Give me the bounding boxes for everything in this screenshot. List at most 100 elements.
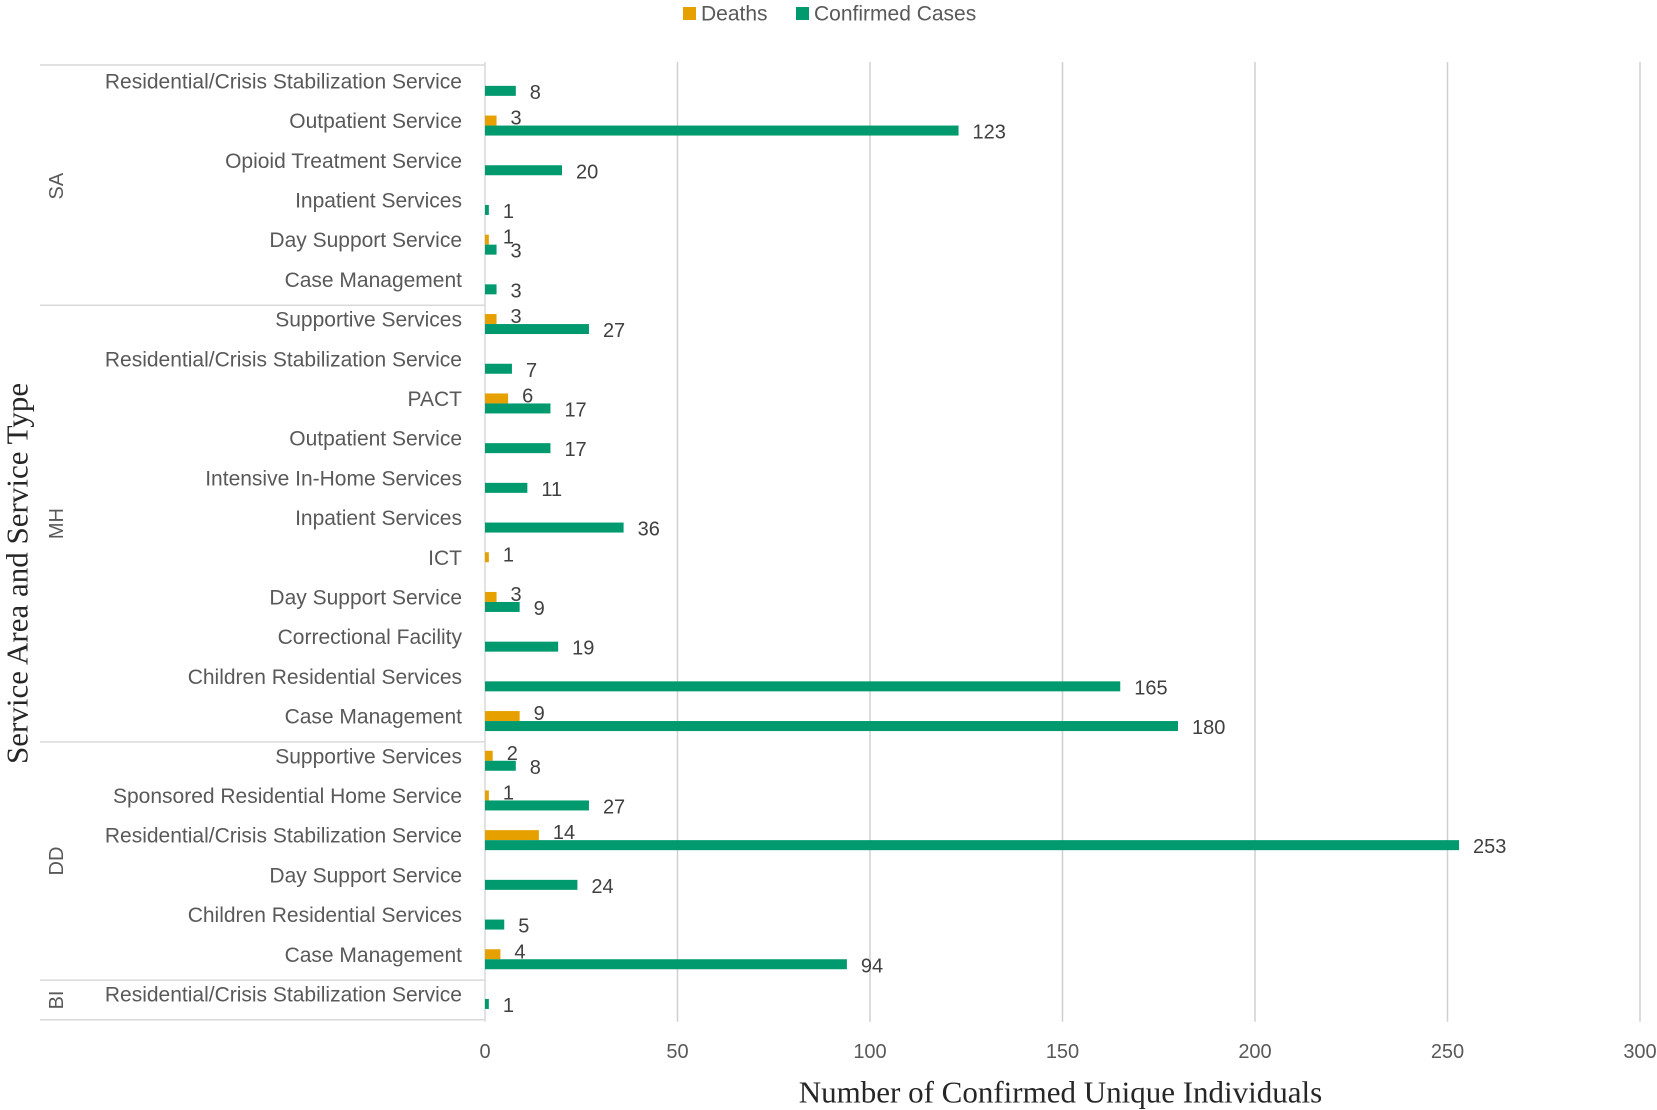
confirmed-cases-data-label: 3: [511, 241, 522, 263]
category-label: Day Support Service: [269, 586, 462, 609]
confirmed-cases-data-label: 8: [530, 82, 541, 104]
deaths-bar: [485, 750, 493, 761]
x-axis-title: Number of Confirmed Unique Individuals: [799, 1075, 1322, 1110]
deaths-bar: [485, 830, 539, 841]
confirmed-cases-bar: [485, 244, 497, 255]
confirmed-cases-bar: [485, 760, 516, 771]
category-label: Inpatient Services: [295, 189, 462, 212]
confirmed-cases-bar: [485, 919, 505, 930]
confirmed-cases-data-label: 94: [861, 955, 883, 977]
group-label: MH: [46, 508, 68, 539]
category-label: Inpatient Services: [295, 507, 462, 530]
confirmed-cases-data-label: 1: [503, 201, 514, 223]
x-tick-label: 200: [1238, 1041, 1271, 1063]
deaths-bar: [485, 949, 501, 960]
category-label: Children Residential Services: [188, 666, 462, 689]
x-tick-label: 300: [1623, 1041, 1656, 1063]
category-label: Outpatient Service: [289, 110, 462, 133]
deaths-data-label: 1: [503, 544, 514, 566]
category-label: Case Management: [285, 269, 463, 292]
legend-swatch: [796, 7, 809, 20]
category-label: Case Management: [285, 706, 463, 729]
confirmed-cases-data-label: 253: [1473, 836, 1506, 858]
confirmed-cases-bar: [485, 85, 516, 96]
confirmed-cases-bar: [485, 324, 589, 335]
legend-swatch: [683, 7, 696, 20]
category-label: Supportive Services: [275, 745, 462, 768]
deaths-bar: [485, 234, 489, 245]
confirmed-cases-data-label: 8: [530, 757, 541, 779]
confirmed-cases-bar: [485, 165, 562, 176]
deaths-bar: [485, 790, 489, 801]
legend-label: Deaths: [701, 3, 768, 26]
group-label: BI: [46, 990, 68, 1009]
category-label: Sponsored Residential Home Service: [113, 785, 462, 808]
confirmed-cases-bar: [485, 721, 1178, 732]
confirmed-cases-data-label: 20: [576, 161, 598, 183]
category-label: Children Residential Services: [188, 904, 462, 927]
confirmed-cases-data-label: 27: [603, 320, 625, 342]
confirmed-cases-bar: [485, 284, 497, 295]
confirmed-cases-bar: [485, 204, 489, 215]
confirmed-cases-bar: [485, 601, 520, 612]
deaths-bar: [485, 115, 497, 126]
category-label: PACT: [408, 388, 463, 411]
deaths-data-label: 9: [534, 703, 545, 725]
deaths-bar: [485, 552, 489, 563]
confirmed-cases-bar: [485, 403, 551, 414]
category-label: Case Management: [285, 944, 463, 967]
deaths-data-label: 3: [511, 108, 522, 130]
confirmed-cases-data-label: 165: [1134, 677, 1167, 699]
x-tick-label: 0: [479, 1041, 490, 1063]
confirmed-cases-bar: [485, 681, 1121, 692]
group-label: DD: [46, 847, 68, 876]
confirmed-cases-bar: [485, 125, 959, 136]
confirmed-cases-bar: [485, 879, 578, 890]
deaths-bar: [485, 711, 520, 722]
confirmed-cases-data-label: 7: [526, 360, 537, 382]
deaths-bar: [485, 314, 497, 325]
confirmed-cases-data-label: 36: [638, 519, 660, 541]
confirmed-cases-bar: [485, 641, 559, 652]
deaths-data-label: 1: [503, 227, 514, 249]
category-label: Outpatient Service: [289, 428, 462, 451]
confirmed-cases-data-label: 3: [511, 280, 522, 302]
x-tick-label: 150: [1046, 1041, 1079, 1063]
x-tick-label: 50: [666, 1041, 688, 1063]
confirmed-cases-data-label: 27: [603, 796, 625, 818]
confirmed-cases-bar: [485, 998, 489, 1009]
confirmed-cases-bar: [485, 482, 528, 493]
category-label: Residential/Crisis Stabilization Service: [105, 348, 462, 371]
confirmed-cases-data-label: 9: [534, 598, 545, 620]
category-label: Residential/Crisis Stabilization Service: [105, 70, 462, 93]
confirmed-cases-bar: [485, 363, 512, 374]
confirmed-cases-data-label: 19: [572, 638, 594, 660]
category-label: Intensive In-Home Services: [205, 467, 462, 490]
deaths-data-label: 3: [511, 306, 522, 328]
confirmed-cases-data-label: 123: [973, 122, 1006, 144]
confirmed-cases-bar: [485, 840, 1460, 851]
deaths-data-label: 6: [522, 385, 533, 407]
category-label: Residential/Crisis Stabilization Service: [105, 983, 462, 1006]
deaths-bar: [485, 393, 509, 404]
confirmed-cases-data-label: 17: [564, 439, 586, 461]
category-label: Residential/Crisis Stabilization Service: [105, 825, 462, 848]
confirmed-cases-data-label: 17: [564, 399, 586, 421]
confirmed-cases-data-label: 1: [503, 995, 514, 1017]
legend-label: Confirmed Cases: [814, 3, 976, 26]
category-label: Day Support Service: [269, 864, 462, 887]
deaths-data-label: 2: [507, 743, 518, 765]
confirmed-cases-data-label: 24: [591, 876, 613, 898]
confirmed-cases-bar: [485, 443, 551, 454]
category-label: Opioid Treatment Service: [225, 150, 462, 173]
x-tick-label: 100: [853, 1041, 886, 1063]
confirmed-cases-data-label: 180: [1192, 717, 1225, 739]
confirmed-cases-bar: [485, 800, 589, 811]
x-tick-label: 250: [1431, 1041, 1464, 1063]
category-label: ICT: [428, 547, 462, 570]
confirmed-cases-bar: [485, 959, 847, 970]
deaths-data-label: 4: [514, 941, 525, 963]
group-label: SA: [46, 172, 68, 199]
